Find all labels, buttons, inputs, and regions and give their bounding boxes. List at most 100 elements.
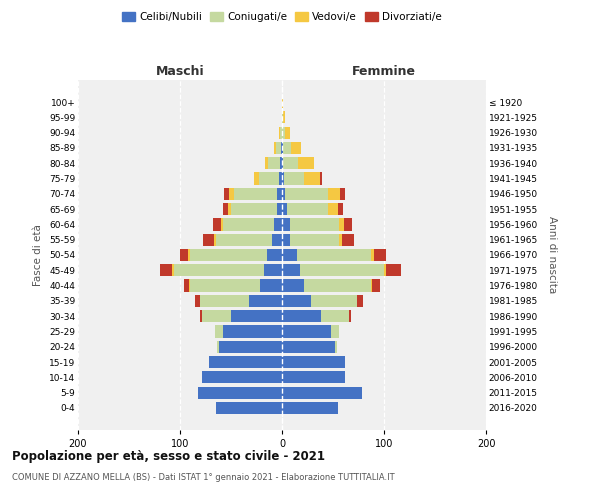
Bar: [199, 386, 282, 399]
Bar: [338, 203, 343, 215]
Bar: [283, 157, 298, 170]
Bar: [328, 188, 340, 200]
Bar: [180, 249, 188, 261]
Bar: [282, 96, 283, 108]
Text: COMUNE DI AZZANO MELLA (BS) - Dati ISTAT 1° gennaio 2021 - Elaborazione TUTTITAL: COMUNE DI AZZANO MELLA (BS) - Dati ISTAT…: [12, 472, 395, 482]
Bar: [282, 142, 283, 154]
Bar: [209, 356, 282, 368]
Bar: [349, 310, 352, 322]
Bar: [189, 280, 190, 291]
Bar: [217, 340, 219, 353]
Bar: [282, 386, 362, 399]
Bar: [277, 188, 282, 200]
Legend: Celibi/Nubili, Coniugati/e, Vedovi/e, Divorziati/e: Celibi/Nubili, Coniugati/e, Vedovi/e, Di…: [118, 8, 446, 26]
Bar: [272, 234, 282, 246]
Text: Popolazione per età, sesso e stato civile - 2021: Popolazione per età, sesso e stato civil…: [12, 450, 325, 463]
Bar: [298, 249, 371, 261]
Bar: [279, 126, 280, 138]
Bar: [280, 126, 282, 138]
Bar: [228, 203, 231, 215]
Bar: [304, 280, 371, 291]
Text: Maschi: Maschi: [155, 64, 205, 78]
Bar: [221, 218, 223, 230]
Bar: [276, 142, 281, 154]
Bar: [285, 126, 290, 138]
Bar: [282, 157, 283, 170]
Bar: [290, 218, 339, 230]
Bar: [282, 188, 285, 200]
Bar: [231, 203, 277, 215]
Bar: [344, 218, 352, 230]
Bar: [339, 218, 344, 230]
Bar: [190, 249, 267, 261]
Bar: [190, 280, 260, 291]
Bar: [291, 142, 301, 154]
Bar: [282, 280, 304, 291]
Bar: [274, 142, 276, 154]
Bar: [223, 203, 228, 215]
Bar: [283, 142, 291, 154]
Bar: [282, 203, 287, 215]
Bar: [277, 203, 282, 215]
Bar: [282, 218, 290, 230]
Y-axis label: Fasce di età: Fasce di età: [34, 224, 43, 286]
Bar: [321, 310, 349, 322]
Bar: [282, 340, 335, 353]
Bar: [184, 280, 189, 291]
Bar: [282, 310, 321, 322]
Bar: [371, 249, 374, 261]
Bar: [285, 188, 328, 200]
Bar: [386, 264, 401, 276]
Bar: [342, 234, 355, 246]
Bar: [223, 326, 282, 338]
Bar: [331, 326, 339, 338]
Bar: [280, 157, 282, 170]
Bar: [282, 402, 338, 414]
Bar: [260, 280, 282, 291]
Bar: [274, 218, 282, 230]
Bar: [231, 310, 282, 322]
Bar: [216, 234, 272, 246]
Bar: [212, 218, 221, 230]
Bar: [254, 172, 259, 184]
Bar: [282, 264, 301, 276]
Bar: [320, 172, 322, 184]
Bar: [174, 264, 263, 276]
Bar: [371, 280, 372, 291]
Bar: [328, 203, 338, 215]
Bar: [259, 172, 279, 184]
Bar: [282, 326, 331, 338]
Bar: [335, 340, 337, 353]
Bar: [268, 157, 280, 170]
Bar: [250, 295, 282, 307]
Bar: [200, 310, 202, 322]
Bar: [215, 326, 223, 338]
Bar: [265, 157, 268, 170]
Bar: [283, 111, 285, 124]
Bar: [214, 234, 216, 246]
Bar: [200, 295, 250, 307]
Bar: [282, 356, 345, 368]
Bar: [282, 172, 284, 184]
Bar: [282, 249, 298, 261]
Bar: [263, 264, 282, 276]
Bar: [282, 372, 345, 384]
Bar: [196, 295, 200, 307]
Bar: [216, 402, 282, 414]
Bar: [202, 310, 231, 322]
Bar: [282, 234, 290, 246]
Bar: [311, 295, 358, 307]
Bar: [282, 111, 283, 124]
Bar: [339, 234, 342, 246]
Bar: [298, 157, 314, 170]
Bar: [372, 280, 380, 291]
Bar: [202, 372, 282, 384]
Bar: [219, 340, 282, 353]
Bar: [301, 264, 384, 276]
Bar: [282, 126, 285, 138]
Bar: [340, 188, 345, 200]
Bar: [229, 188, 234, 200]
Bar: [374, 249, 386, 261]
Bar: [287, 203, 328, 215]
Bar: [290, 234, 339, 246]
